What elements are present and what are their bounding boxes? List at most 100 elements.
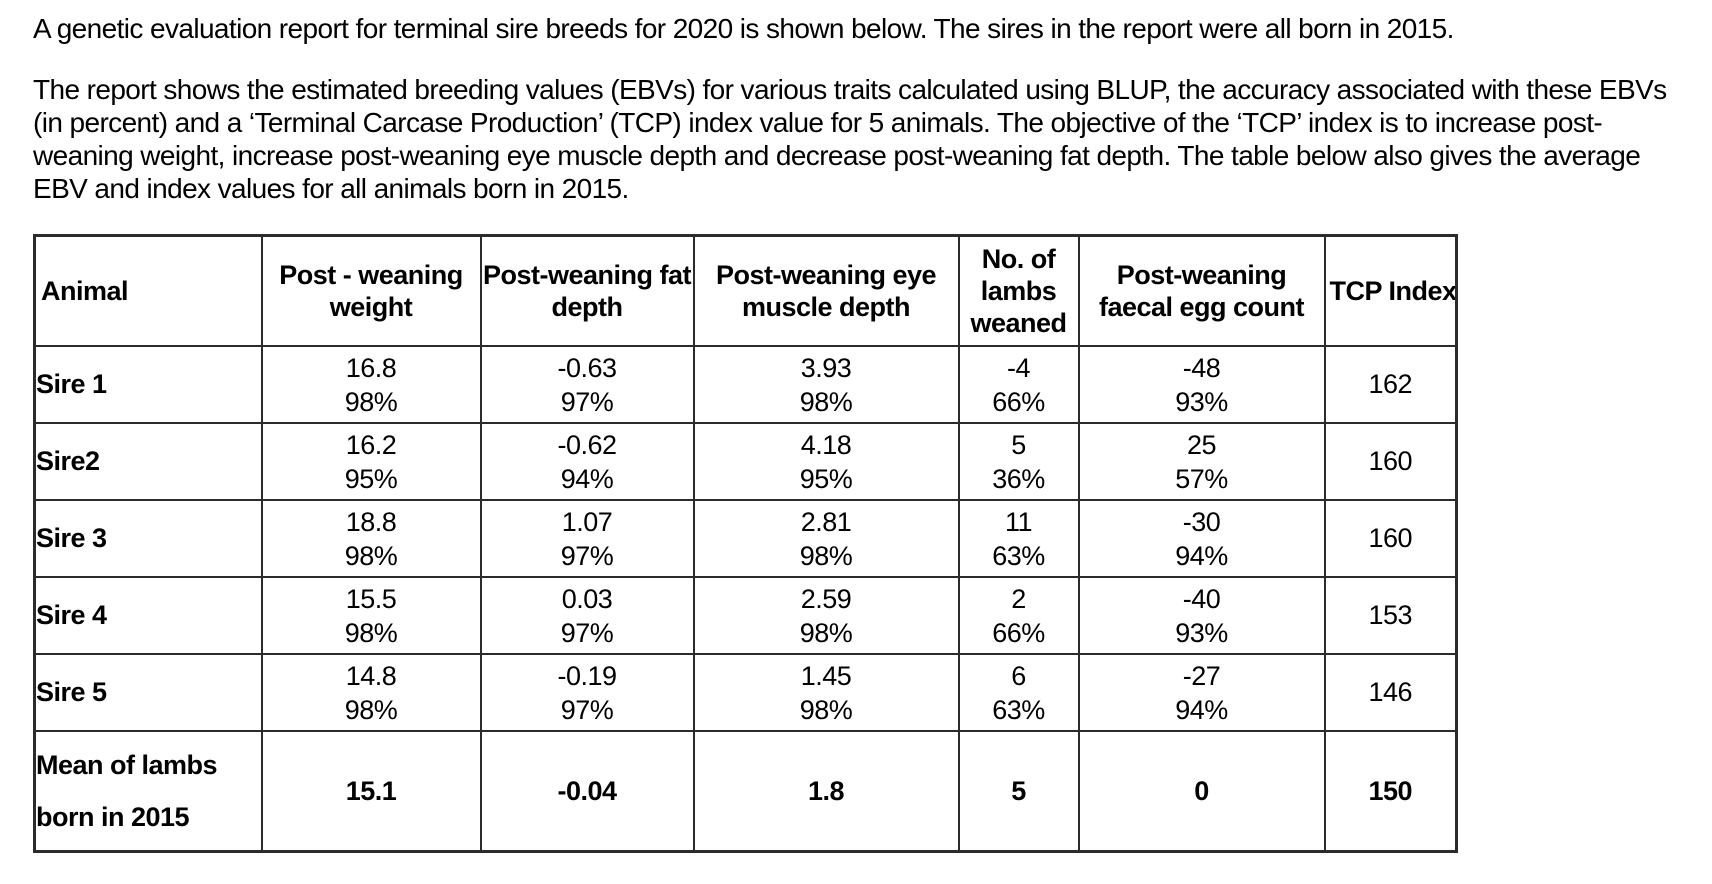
ebv-value: 16.2 [345,429,397,460]
column-header-no-of-lambs-weaned: No. of lambs weaned [957,234,1080,347]
column-header-post-weaning-eye-muscle-depth: Post-weaning eye muscle depth [692,234,960,347]
accuracy-value: 95% [344,463,398,494]
ebv-value: 3.93 [800,352,852,383]
table-row-sire-3: Sire 3 18.8 98% 1.07 97% 2.81 98% 11 63% [33,499,1458,578]
accuracy-value: 94% [1175,540,1228,571]
accuracy-value: 93% [1175,617,1228,648]
ebv-value: -4 [1006,352,1031,383]
tcp-index-value: 146 [1323,653,1458,732]
intro-paragraph-2: The report shows the estimated breeding … [33,74,1667,204]
mean-tcp-value: 150 [1323,730,1458,853]
trait-cell: -30 94% [1077,499,1326,578]
tcp-index-value: 153 [1323,576,1458,655]
trait-cell: 6 63% [957,653,1080,732]
trait-cell: 14.8 98% [260,653,482,732]
animal-cell: Sire 4 [33,576,263,655]
trait-cell: 2.59 98% [692,576,960,655]
mean-value: 0 [1077,730,1326,853]
trait-cell: 18.8 98% [260,499,482,578]
ebv-value: -30 [1182,506,1221,537]
ebv-value: 15.5 [345,583,397,614]
accuracy-value: 98% [799,386,853,417]
accuracy-value: 97% [560,694,614,725]
trait-cell: 16.2 95% [260,422,482,501]
ebv-value: 5 [1011,429,1026,460]
ebv-value: -0.63 [557,352,617,383]
ebv-value: 14.8 [345,660,397,691]
animal-cell: Sire2 [33,422,263,501]
trait-cell: 5 36% [957,422,1080,501]
trait-cell: 1.45 98% [692,653,960,732]
mean-value: 5 [957,730,1080,853]
table-row-sire-4: Sire 4 15.5 98% 0.03 97% 2.59 98% 2 66% [33,576,1458,655]
accuracy-value: 66% [992,617,1045,648]
mean-label-line-2: born in 2015 [36,802,190,832]
accuracy-value: 97% [560,617,614,648]
column-header-post-weaning-fat-depth: Post-weaning fat depth [479,234,695,347]
genetic-evaluation-table: Animal Post - weaning weight Post-weanin… [33,234,1458,853]
ebv-value: 11 [1004,506,1033,537]
ebv-value: 4.18 [800,429,852,460]
column-header-post-weaning-faecal-egg-count: Post-weaning faecal egg count [1077,234,1326,347]
accuracy-value: 63% [992,694,1045,725]
accuracy-value: 97% [560,386,614,417]
ebv-value: 1.07 [561,506,613,537]
trait-cell: 2 66% [957,576,1080,655]
ebv-value: 2.81 [800,506,852,537]
ebv-value: -40 [1182,583,1221,614]
accuracy-value: 36% [992,463,1045,494]
accuracy-value: 63% [992,540,1045,571]
accuracy-value: 93% [1175,386,1228,417]
trait-cell: 11 63% [957,499,1080,578]
ebv-value: 2 [1011,583,1026,614]
column-header-post-weaning-weight: Post - weaning weight [260,234,482,347]
mean-value: 1.8 [692,730,960,853]
accuracy-value: 98% [344,617,398,648]
animal-cell: Sire 3 [33,499,263,578]
trait-cell: 16.8 98% [260,345,482,424]
tcp-index-value: 162 [1323,345,1458,424]
ebv-value: -0.62 [557,429,617,460]
accuracy-value: 98% [799,617,853,648]
ebv-value: 16.8 [345,352,397,383]
mean-label: Mean of lambs born in 2015 [33,730,263,853]
trait-cell: 4.18 95% [692,422,960,501]
mean-label-line-1: Mean of lambs [36,750,218,780]
ebv-value: -48 [1182,352,1221,383]
accuracy-value: 98% [799,540,853,571]
trait-cell: 2.81 98% [692,499,960,578]
trait-cell: 1.07 97% [479,499,695,578]
ebv-value: 18.8 [345,506,397,537]
column-header-animal: Animal [33,234,263,347]
accuracy-value: 95% [799,463,853,494]
table-row-sire-5: Sire 5 14.8 98% -0.19 97% 1.45 98% 6 63% [33,653,1458,732]
intro-paragraph-1: A genetic evaluation report for terminal… [33,13,1454,44]
mean-value: -0.04 [479,730,695,853]
tcp-index-value: 160 [1323,499,1458,578]
trait-cell: 0.03 97% [479,576,695,655]
column-header-tcp-index: TCP Index [1323,234,1458,347]
trait-cell: -4 66% [957,345,1080,424]
ebv-value: 6 [1011,660,1026,691]
trait-cell: 15.5 98% [260,576,482,655]
trait-cell: -27 94% [1077,653,1326,732]
trait-cell: -0.62 94% [479,422,695,501]
intro-text: A genetic evaluation report for terminal… [33,12,1682,205]
table-row-sire-2: Sire2 16.2 95% -0.62 94% 4.18 95% 5 36% [33,422,1458,501]
accuracy-value: 98% [344,386,398,417]
mean-value: 15.1 [260,730,482,853]
accuracy-value: 94% [1175,694,1228,725]
trait-cell: 25 57% [1077,422,1326,501]
ebv-value: -0.19 [557,660,617,691]
trait-cell: -0.63 97% [479,345,695,424]
accuracy-value: 57% [1175,463,1228,494]
table-row-mean: Mean of lambs born in 2015 15.1 -0.04 1.… [33,730,1458,853]
accuracy-value: 66% [992,386,1045,417]
ebv-value: 1.45 [800,660,852,691]
trait-cell: -48 93% [1077,345,1326,424]
trait-cell: -0.19 97% [479,653,695,732]
accuracy-value: 97% [560,540,614,571]
ebv-value: 2.59 [800,583,852,614]
ebv-value: 0.03 [561,583,613,614]
